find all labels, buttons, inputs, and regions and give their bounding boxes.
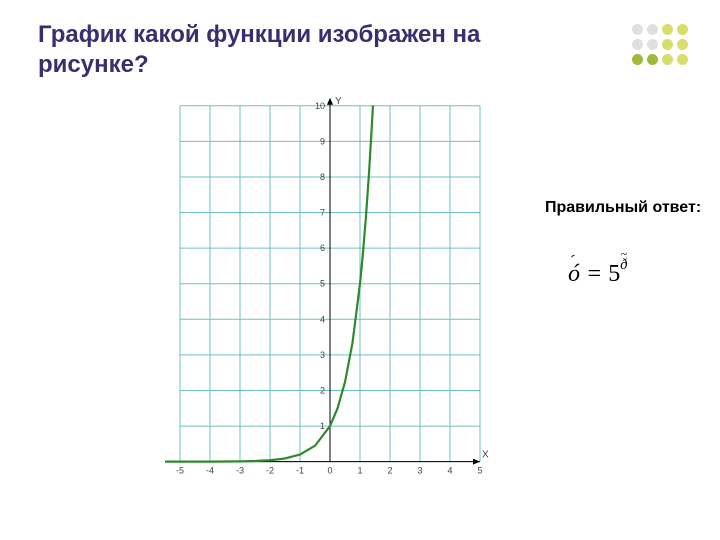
chart-container: -5 -4 -3 -2 -1 0 1 2 3 4 5 1 2 3 4 5 6 7 8 9 10 X Y	[165, 88, 495, 488]
svg-text:1: 1	[357, 466, 362, 476]
svg-text:5: 5	[320, 279, 325, 289]
svg-text:1: 1	[320, 421, 325, 431]
svg-text:3: 3	[320, 350, 325, 360]
svg-text:2: 2	[387, 466, 392, 476]
exponential-chart: -5 -4 -3 -2 -1 0 1 2 3 4 5 1 2 3 4 5 6 7 8 9 10 X Y	[165, 88, 495, 483]
svg-text:3: 3	[417, 466, 422, 476]
svg-text:-5: -5	[176, 466, 184, 476]
svg-text:X: X	[482, 450, 489, 461]
svg-text:5: 5	[477, 466, 482, 476]
slide-title: График какой функции изображен на рисунк…	[38, 20, 538, 80]
svg-text:Y: Y	[335, 96, 342, 107]
svg-text:8: 8	[320, 172, 325, 182]
svg-text:-3: -3	[236, 466, 244, 476]
svg-text:2: 2	[320, 385, 325, 395]
svg-text:6: 6	[320, 243, 325, 253]
svg-text:-4: -4	[206, 466, 214, 476]
answer-label: Правильный ответ:	[545, 198, 701, 219]
svg-text:0: 0	[327, 466, 332, 476]
svg-text:-2: -2	[266, 466, 274, 476]
svg-text:4: 4	[320, 314, 325, 324]
svg-text:-1: -1	[296, 466, 304, 476]
decorative-dots	[630, 22, 690, 67]
svg-text:7: 7	[320, 208, 325, 218]
svg-text:4: 4	[447, 466, 452, 476]
svg-text:10: 10	[315, 101, 325, 111]
svg-text:9: 9	[320, 136, 325, 146]
answer-formula: ó´ = 5ð~	[568, 260, 627, 288]
